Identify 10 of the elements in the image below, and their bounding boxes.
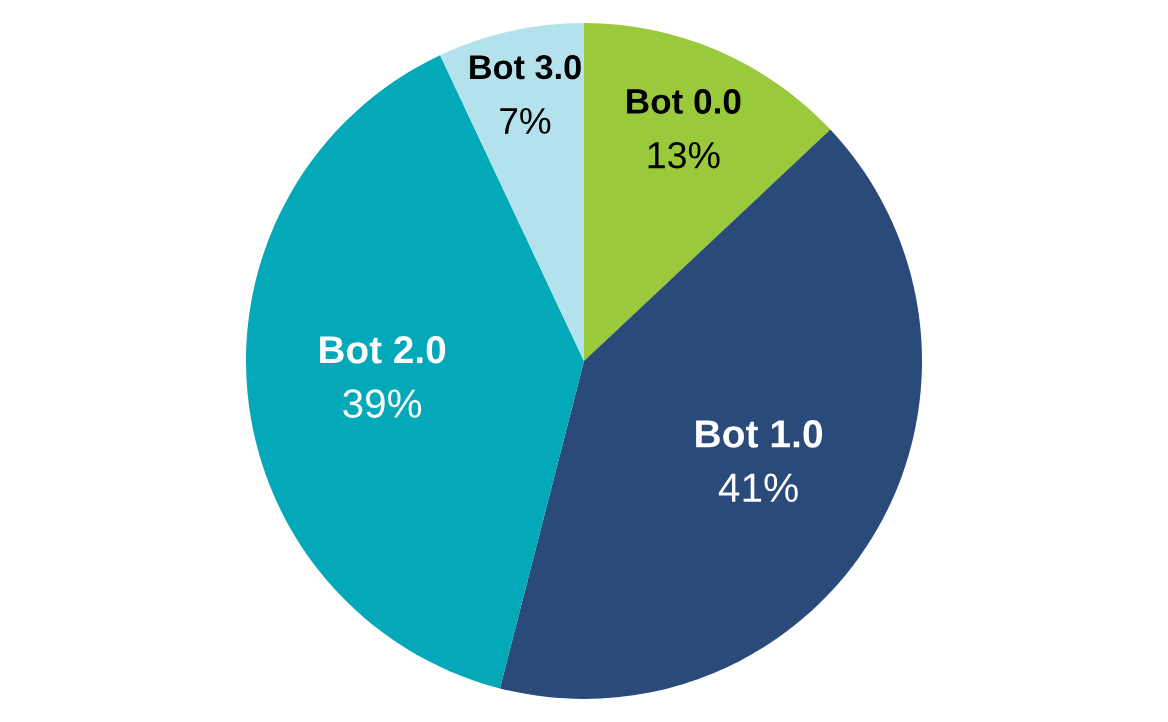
slice-label: Bot 3.0 xyxy=(470,55,581,80)
slice-label: Bot 2.0 xyxy=(320,336,446,364)
data-label: 41% xyxy=(718,473,798,502)
data-label: 13% xyxy=(648,141,720,169)
slice-label: Bot 1.0 xyxy=(696,420,823,448)
data-label: 39% xyxy=(343,389,422,418)
slice-label: Bot 0.0 xyxy=(627,89,741,114)
pie-slice xyxy=(584,23,831,361)
data-label: 7% xyxy=(500,108,551,134)
pie-slice xyxy=(246,55,584,689)
